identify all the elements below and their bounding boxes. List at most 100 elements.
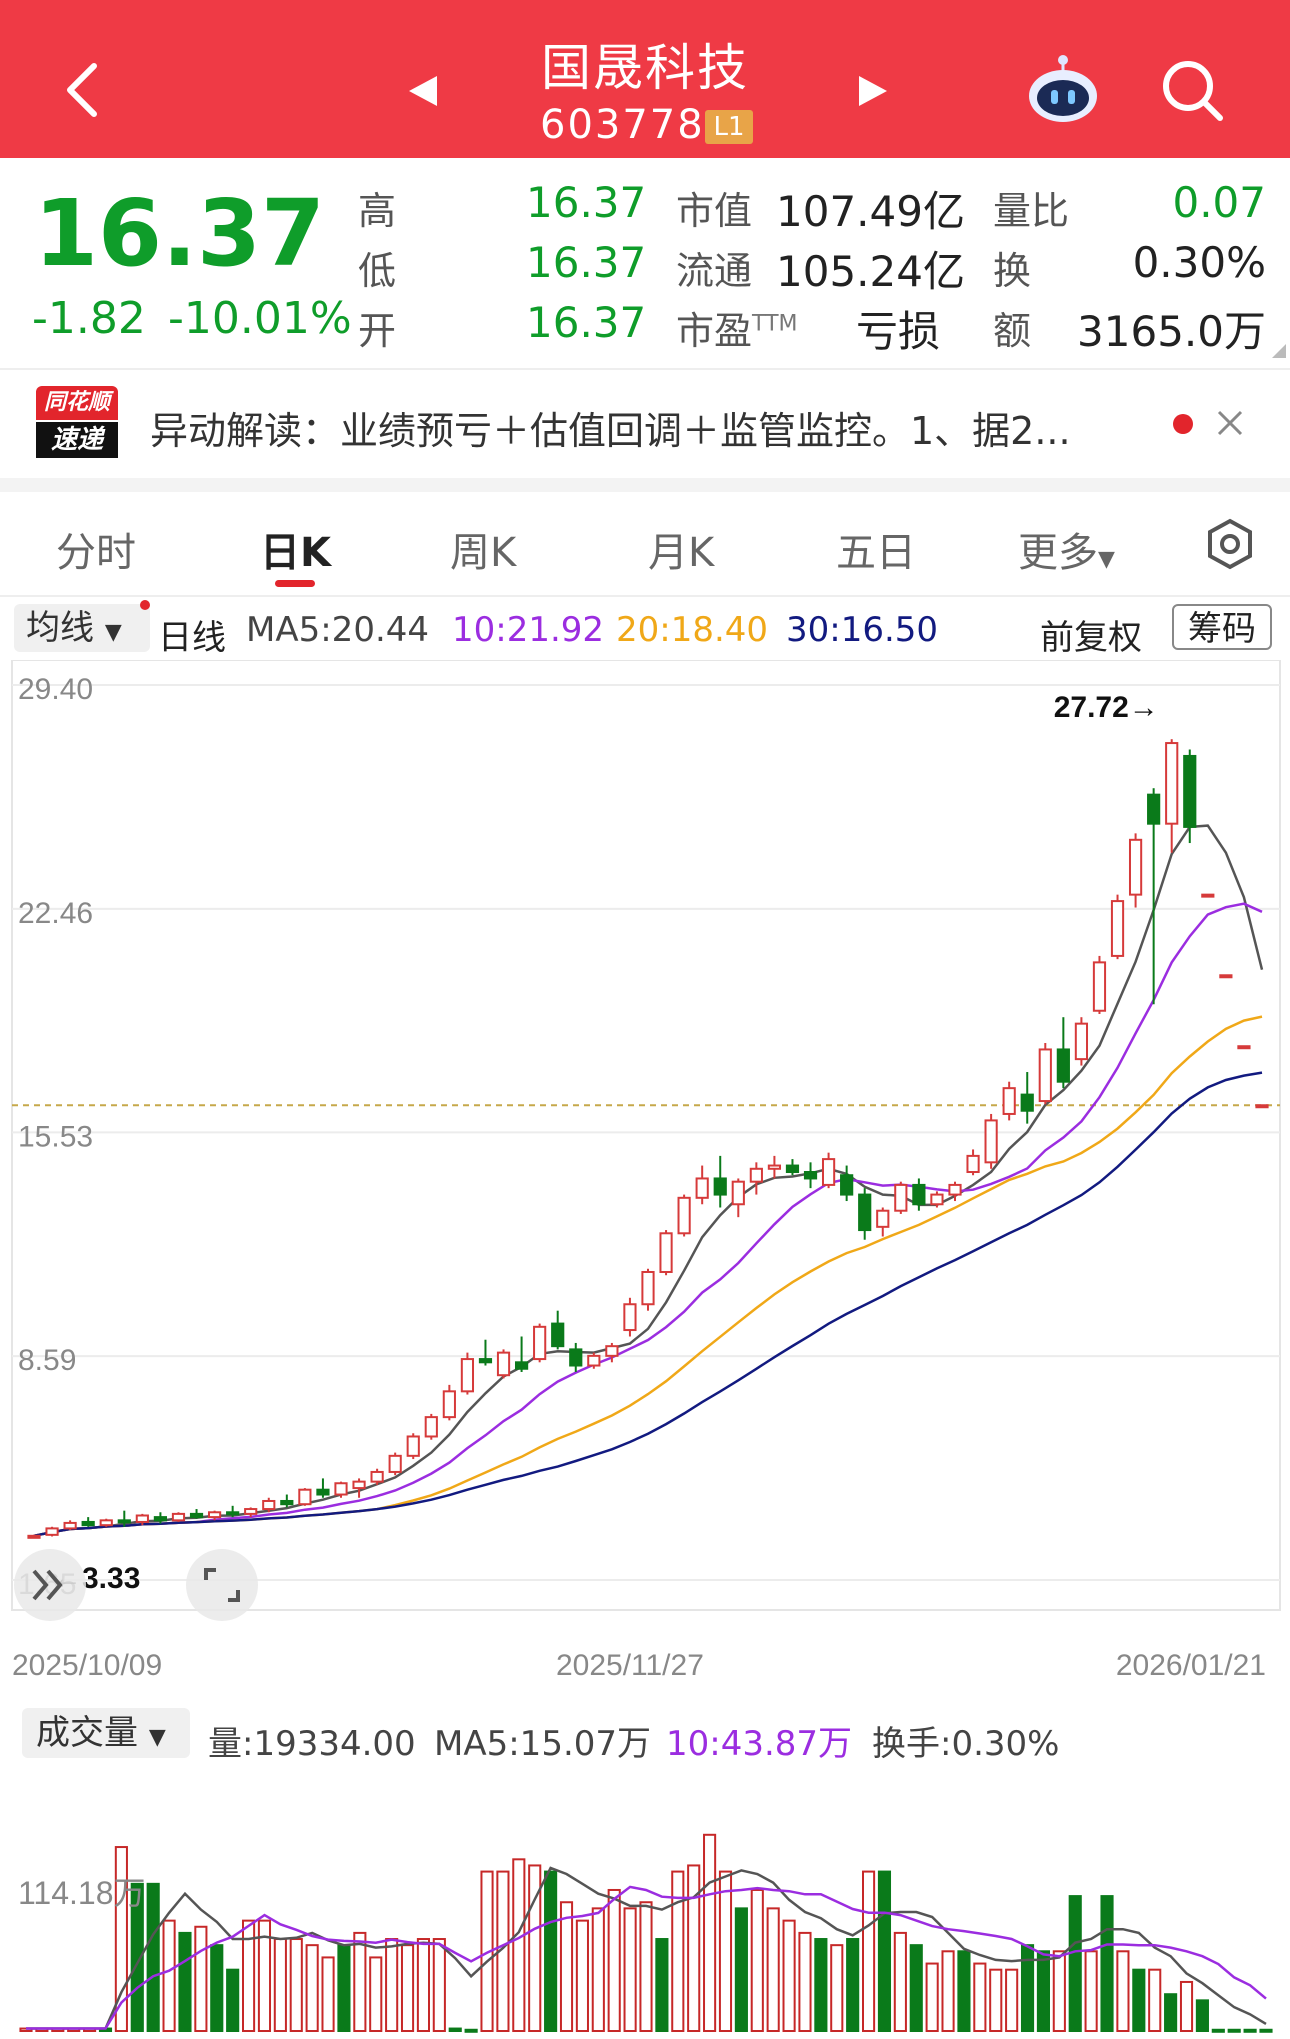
candle-body — [406, 1435, 420, 1457]
candle-body — [1237, 1045, 1251, 1050]
candle-body — [695, 1177, 709, 1199]
volume-bar — [703, 1833, 717, 2032]
candle-body — [189, 1512, 204, 1519]
candle-body — [605, 1345, 619, 1357]
volume-bar — [687, 1864, 701, 2032]
y-tick-label: 22.46 — [18, 897, 93, 930]
candle-body — [840, 1174, 854, 1196]
hexagon-settings-icon[interactable] — [1204, 518, 1256, 570]
divider — [0, 595, 1290, 597]
volume-bar — [957, 1950, 971, 2032]
ma30-legend: 30:16.50 — [786, 610, 939, 650]
volume-bar — [194, 1925, 208, 2032]
chips-button[interactable]: 筹码 — [1172, 604, 1272, 650]
candle — [876, 1207, 890, 1237]
candle-body — [1074, 1022, 1089, 1061]
candle-body — [659, 1232, 673, 1273]
candle-body — [424, 1416, 438, 1438]
volume-bar — [1243, 2028, 1257, 2033]
divider — [0, 368, 1290, 370]
candle — [731, 1178, 745, 1218]
candle-body — [117, 1519, 131, 1524]
candle — [280, 1494, 294, 1508]
candle-body — [1255, 1104, 1269, 1109]
news-text[interactable]: 异动解读：业绩预亏＋估值回调＋监管监控。1、据2... — [150, 409, 1071, 453]
volume-bar — [305, 1944, 319, 2032]
tab-more[interactable]: 更多▼ — [1018, 530, 1115, 576]
volume-bar — [925, 1962, 939, 2032]
volume-bar — [114, 1846, 128, 2033]
candle-body — [1147, 793, 1161, 825]
brand-logo-bottom: 速递 — [36, 422, 118, 458]
candle-body — [821, 1158, 836, 1186]
volume-bar — [146, 1882, 160, 2032]
candle — [117, 1510, 131, 1527]
candle — [1201, 893, 1215, 898]
candle — [406, 1433, 420, 1460]
candle-body — [1056, 1048, 1070, 1083]
volume-bar — [337, 1944, 351, 2032]
candle-body — [135, 1514, 149, 1523]
robot-icon[interactable] — [1025, 52, 1101, 124]
volume-bar — [639, 1901, 653, 2032]
tab-weekly-k[interactable]: 周K — [450, 530, 517, 576]
candle — [551, 1310, 565, 1350]
tab-monthly-k[interactable]: 月K — [648, 530, 715, 576]
close-icon[interactable] — [1215, 408, 1245, 438]
adjust-mode[interactable]: 前复权 — [1040, 618, 1142, 658]
volume-bar — [1164, 1993, 1178, 2032]
volume-bar — [766, 1907, 780, 2032]
tab-intraday[interactable]: 分时 — [56, 530, 136, 576]
volume-bar — [1036, 1950, 1051, 2032]
candle — [1074, 1017, 1089, 1066]
candle — [171, 1512, 186, 1522]
expand-left-button[interactable] — [14, 1549, 86, 1621]
volume-bar — [862, 1870, 876, 2032]
candle-body — [1201, 893, 1215, 898]
volume-bar — [1100, 1895, 1114, 2032]
volume-bar — [1116, 1950, 1130, 2032]
volume-bar — [242, 1919, 256, 2032]
candle-body — [514, 1361, 529, 1370]
volume-chart[interactable]: 114.18万 — [0, 1768, 1290, 2039]
stock-name: 国晟科技 — [541, 39, 749, 97]
volume-bar-header: 成交量 ▼ 量:19334.00 MA5:15.07万 10:43.87万 换手… — [0, 1704, 1290, 1768]
triangle-right-icon[interactable] — [857, 74, 891, 108]
ma5-legend: MA5:20.44 — [246, 610, 430, 650]
candle-body — [280, 1499, 294, 1506]
kline-chart[interactable]: 29.4022.4615.538.591.652025/10/092025/11… — [0, 660, 1290, 1690]
triangle-left-icon[interactable] — [405, 74, 439, 108]
gap — [0, 478, 1290, 492]
volume-bar — [877, 1870, 892, 2032]
volume-ma10: 10:43.87万 — [666, 1724, 853, 1764]
candle — [1092, 955, 1107, 1014]
candle-body — [442, 1390, 456, 1419]
back-icon[interactable] — [60, 60, 100, 120]
expand-corner-icon[interactable] — [1272, 344, 1286, 358]
tab-daily-k[interactable]: 日K — [260, 530, 331, 576]
candle — [912, 1178, 926, 1211]
candle-body — [334, 1482, 348, 1496]
news-banner[interactable]: 同花顺 速递 异动解读：业绩预亏＋估值回调＋监管监控。1、据2... — [0, 370, 1290, 478]
candle-body — [731, 1180, 745, 1206]
fullscreen-button[interactable] — [186, 1549, 258, 1621]
ma-selector[interactable]: 均线 ▼ — [14, 604, 150, 652]
candle-body — [713, 1177, 727, 1196]
volume-bar — [1148, 1968, 1162, 2032]
tab-five-day[interactable]: 五日 — [836, 530, 916, 576]
candle — [569, 1342, 583, 1372]
market-cap-value: 107.49亿 — [776, 187, 965, 236]
low-value: 16.37 — [526, 238, 647, 287]
volume-bar — [591, 1907, 605, 2032]
volume-bar — [1020, 1944, 1035, 2032]
candle-body — [63, 1521, 77, 1530]
candle-body — [81, 1520, 95, 1527]
candle — [1219, 974, 1233, 979]
search-icon[interactable] — [1160, 58, 1224, 122]
candle-body — [388, 1454, 402, 1473]
volume-bar — [289, 1938, 303, 2033]
volume-selector[interactable]: 成交量 ▼ — [22, 1708, 190, 1758]
candle-body — [569, 1348, 583, 1367]
candle — [442, 1384, 456, 1421]
float-cap-label: 流通 — [676, 249, 753, 293]
